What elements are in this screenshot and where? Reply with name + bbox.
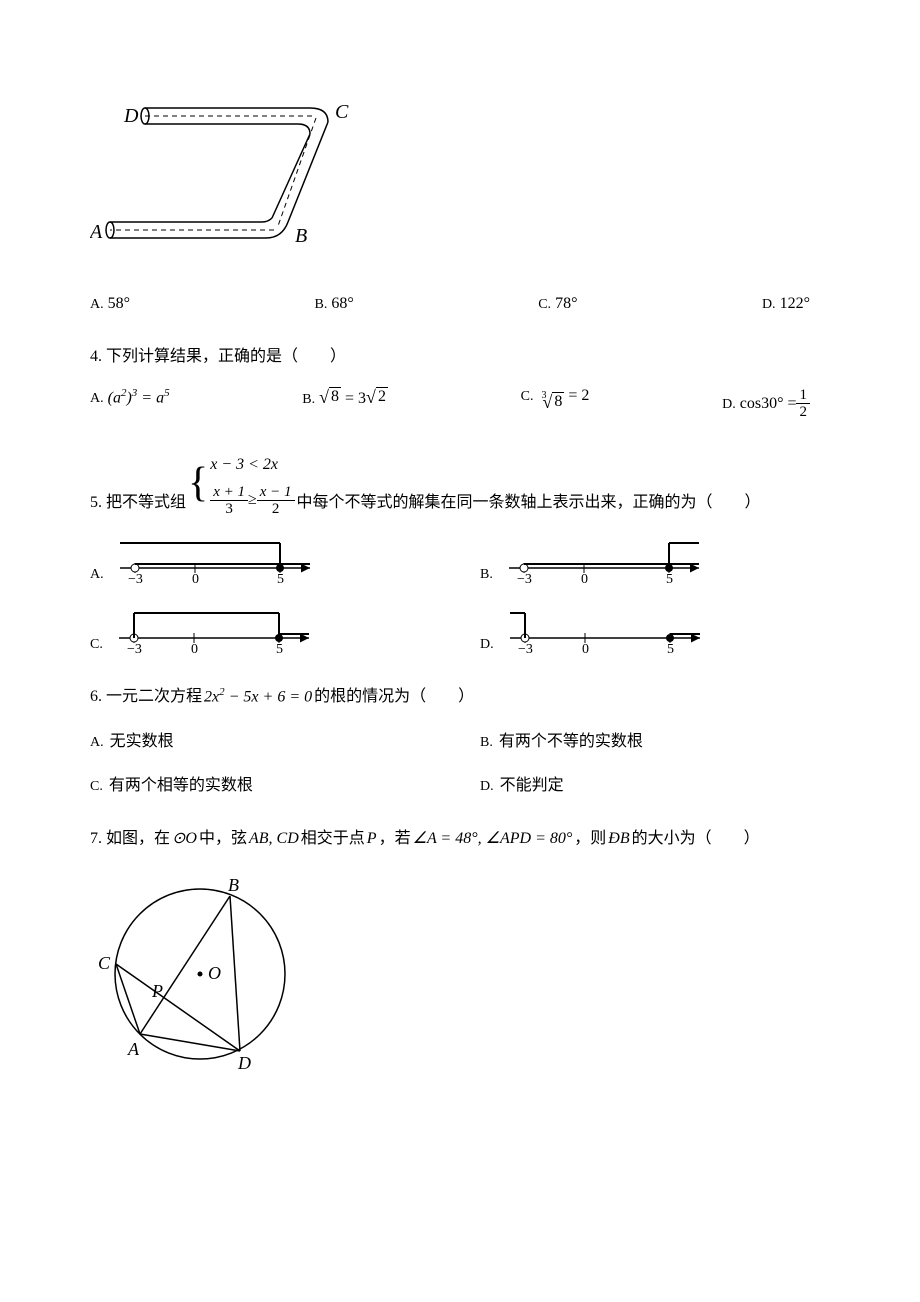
q3-opt-d-label: D. (762, 297, 776, 313)
circle-diagram: B C A D O P (90, 869, 310, 1069)
svg-text:0: 0 (192, 572, 199, 583)
q6-opt-a: 无实数根 (110, 727, 174, 751)
q3-opt-c: 78° (555, 295, 577, 313)
q5-opt-d-label: D. (480, 637, 494, 653)
svg-text:B: B (228, 875, 239, 895)
q6-stem: 6. 一元二次方程 2x2 − 5x + 6 = 0 的根的情况为（ ） (90, 683, 830, 712)
q4-opt-c-label: C. (521, 389, 534, 405)
svg-text:C: C (335, 101, 349, 123)
q4-opt-b-label: B. (302, 392, 315, 408)
svg-text:−3: −3 (518, 642, 533, 653)
svg-text:O: O (208, 963, 221, 983)
numberline-d: −3 0 5 (500, 603, 710, 653)
q6-opt-d-label: D. (480, 779, 494, 795)
q5-options: A. −3 0 5 B. −3 0 5 (90, 533, 830, 653)
svg-text:0: 0 (581, 572, 588, 583)
q6-opt-b-label: B. (480, 735, 493, 751)
q5-opt-b-label: B. (480, 567, 493, 583)
q6-options: A. 无实数根 B. 有两个不等的实数根 C. 有两个相等的实数根 D. 不能判定 (90, 727, 830, 795)
svg-text:−3: −3 (128, 572, 143, 583)
svg-text:D: D (237, 1053, 251, 1069)
svg-text:P: P (151, 981, 163, 1001)
q4-opt-d: cos30° = 12 (740, 387, 810, 421)
svg-text:A: A (90, 221, 103, 243)
q4-opt-c: 3√8 = 2 (537, 387, 589, 413)
q6-opt-c: 有两个相等的实数根 (109, 771, 253, 795)
numberline-b: −3 0 5 (499, 533, 709, 583)
q3-opt-b-label: B. (315, 297, 328, 313)
svg-text:C: C (98, 953, 111, 973)
q4-stem: 4. 下列计算结果，正确的是（ ） (90, 343, 830, 372)
svg-text:−3: −3 (127, 642, 142, 653)
svg-text:−3: −3 (517, 572, 532, 583)
q4-opt-a: (a2)3 = a5 (108, 387, 170, 407)
numberline-a: −3 0 5 (110, 533, 320, 583)
svg-text:5: 5 (277, 572, 284, 583)
q6-opt-c-label: C. (90, 779, 103, 795)
q3-opt-b: 68° (331, 295, 353, 313)
svg-text:5: 5 (666, 572, 673, 583)
q5-stem: 5. 把不等式组 { x − 3 < 2x x + 13 ≥ x − 12 中每… (90, 451, 830, 518)
q3-options: A.58° B.68° C.78° D.122° (90, 295, 830, 313)
q6-opt-b: 有两个不等的实数根 (499, 727, 643, 751)
svg-text:5: 5 (667, 642, 674, 653)
q5-ineq2: x + 13 ≥ x − 12 (210, 484, 294, 518)
q4-opt-b: √8 = 3√2 (319, 387, 388, 408)
svg-text:0: 0 (582, 642, 589, 653)
q5-opt-c-label: C. (90, 637, 103, 653)
q5-opt-a-label: A. (90, 567, 104, 583)
q7-stem: 7. 如图，在 ⊙O 中，弦 AB, CD 相交于点 P ，若 ∠A = 48°… (90, 825, 830, 854)
svg-text:D: D (123, 105, 139, 127)
q7-figure: B C A D O P (90, 869, 830, 1074)
numberline-c: −3 0 5 (109, 603, 319, 653)
svg-text:5: 5 (276, 642, 283, 653)
q6-opt-a-label: A. (90, 735, 104, 751)
q3-figure: D C A B (90, 90, 830, 275)
q4-opt-d-label: D. (722, 397, 736, 413)
svg-text:0: 0 (191, 642, 198, 653)
q6-equation: 2x2 − 5x + 6 = 0 (204, 683, 312, 712)
q4-opt-a-label: A. (90, 391, 104, 407)
q3-opt-a: 58° (108, 295, 130, 313)
q4-options: A. (a2)3 = a5 B. √8 = 3√2 C. 3√8 = 2 D. … (90, 387, 830, 421)
q3-opt-d: 122° (780, 295, 810, 313)
svg-text:A: A (127, 1039, 140, 1059)
q3-opt-a-label: A. (90, 297, 104, 313)
svg-text:B: B (295, 225, 307, 247)
q5-ineq1: x − 3 < 2x (210, 451, 294, 480)
pipe-diagram: D C A B (90, 90, 360, 270)
q3-opt-c-label: C. (538, 297, 551, 313)
q6-opt-d: 不能判定 (500, 771, 564, 795)
